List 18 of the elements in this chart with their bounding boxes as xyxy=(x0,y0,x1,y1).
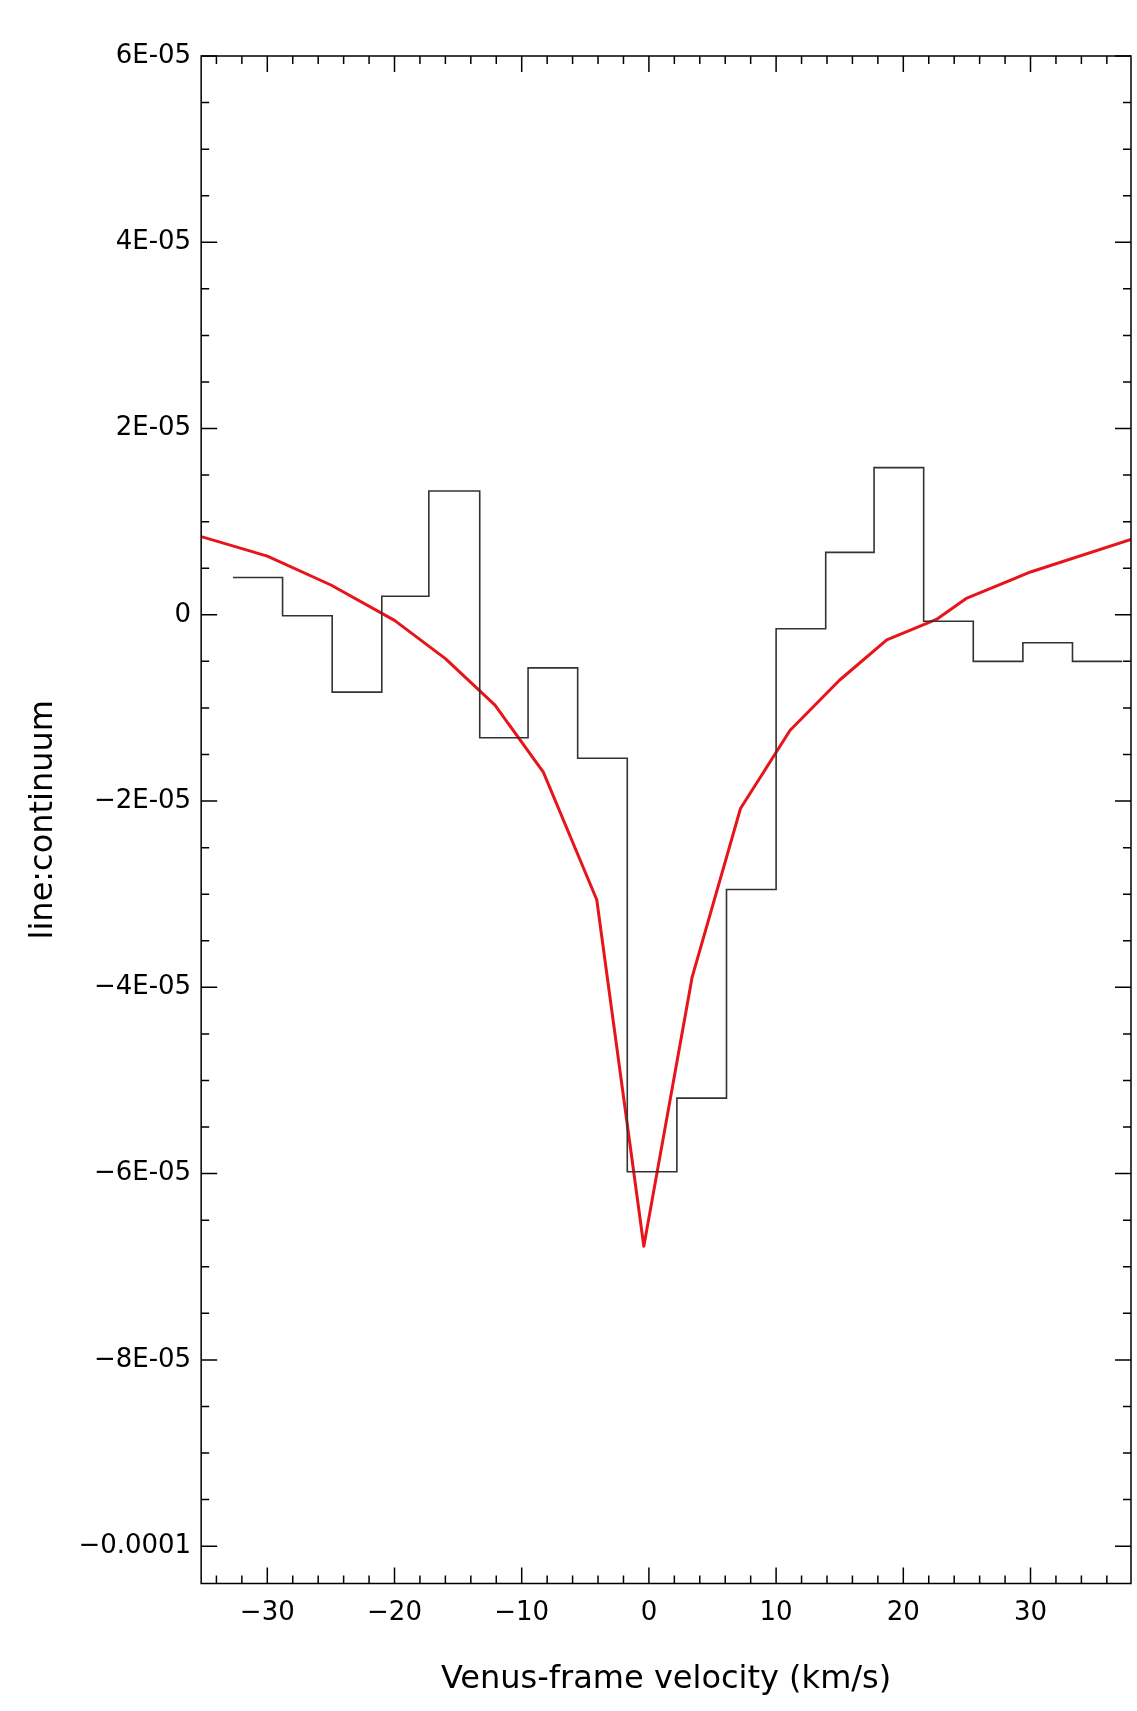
y-tick-label: −4E-05 xyxy=(93,970,192,1001)
x-tick-label: −30 xyxy=(239,1595,295,1626)
x-tick-label: 0 xyxy=(640,1595,658,1626)
y-tick-label: −8E-05 xyxy=(93,1342,192,1373)
y-axis-title: line:continuum xyxy=(21,699,60,940)
y-tick-label: 4E-05 xyxy=(115,225,192,256)
x-axis-title: Venus-frame velocity (km/s) xyxy=(440,1658,892,1697)
x-tick-label: −10 xyxy=(494,1595,550,1626)
x-tick-label: 20 xyxy=(886,1595,920,1626)
x-tick-label: −20 xyxy=(367,1595,422,1626)
x-tick-label: 10 xyxy=(759,1595,793,1626)
y-tick-label: −2E-05 xyxy=(93,783,192,814)
y-tick-label: 6E-05 xyxy=(115,38,192,69)
y-tick-label: −0.0001 xyxy=(78,1528,192,1559)
y-tick-label: 2E-05 xyxy=(115,411,192,442)
y-tick-label: −6E-05 xyxy=(93,1156,192,1187)
x-tick-label: 30 xyxy=(1013,1595,1048,1626)
y-tick-label: 0 xyxy=(174,597,192,628)
